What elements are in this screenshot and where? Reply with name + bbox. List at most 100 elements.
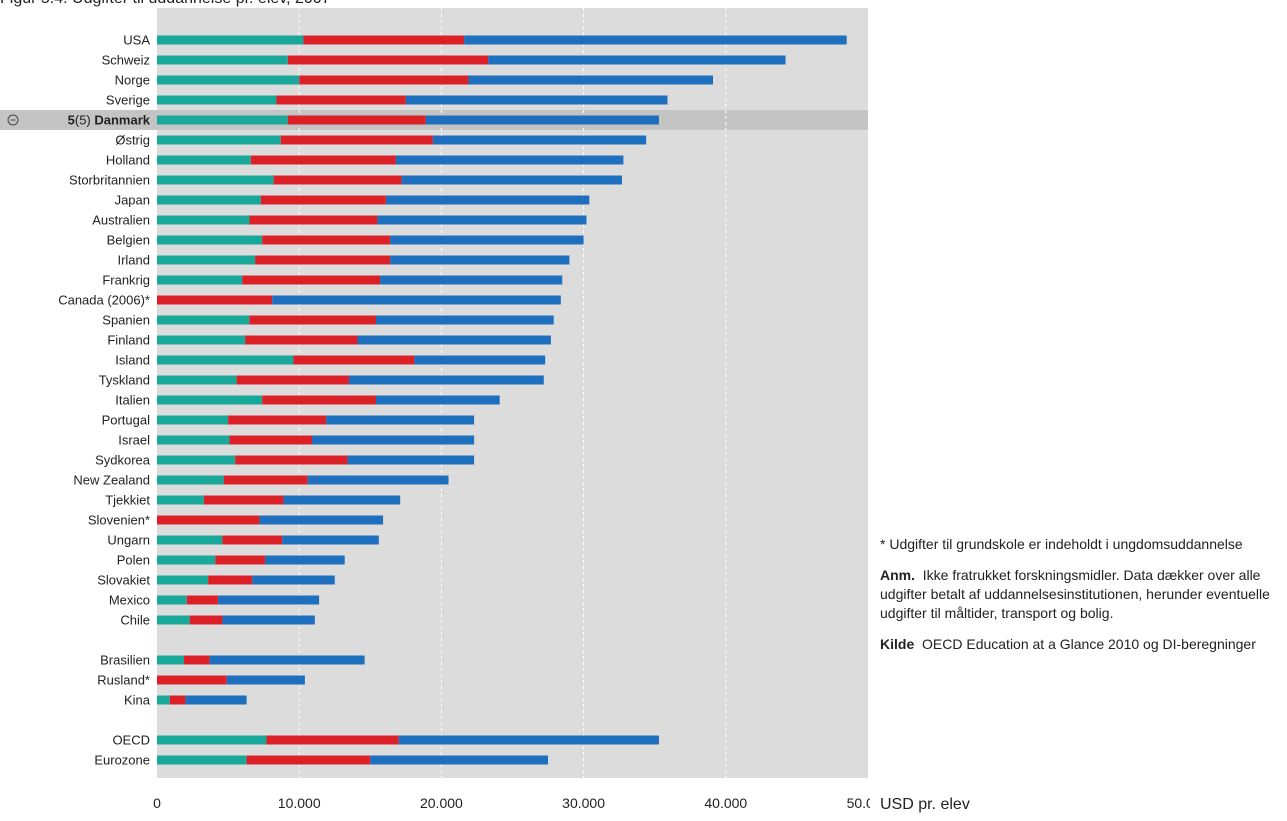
category-label-18: Italien: [115, 393, 150, 408]
bar-11-seg-0: [157, 255, 256, 265]
category-label-3: Sverige: [106, 93, 150, 108]
bar-25-seg-0: [157, 535, 223, 545]
category-label-4: 5(5) Danmark: [68, 113, 151, 128]
bar-17-seg-0: [157, 375, 237, 385]
bar-15-seg-2: [357, 335, 551, 345]
bar-22-seg-2: [307, 475, 449, 485]
kilde-text: OECD Education at a Glance 2010 og DI-be…: [922, 636, 1256, 652]
category-label-5: Østrig: [115, 133, 150, 148]
x-tick-label-4: 40.000: [704, 795, 747, 811]
bar-11-seg-2: [390, 255, 570, 265]
bar-5-seg-2: [432, 135, 647, 145]
bar-33-seg-0: [157, 735, 267, 745]
bar-1-seg-0: [157, 55, 288, 65]
bar-28-seg-1: [186, 595, 219, 605]
bar-25-seg-1: [222, 535, 283, 545]
bar-25-seg-2: [282, 535, 379, 545]
rank-unchanged-icon: [7, 114, 19, 126]
category-label-7: Storbritannien: [69, 173, 150, 188]
category-label-31: Rusland*: [97, 673, 150, 688]
bar-2-seg-1: [299, 75, 469, 85]
bar-21-seg-1: [235, 455, 348, 465]
category-label-32: Kina: [124, 693, 151, 708]
bar-5-seg-1: [280, 135, 433, 145]
bar-22-seg-1: [223, 475, 308, 485]
bar-28-seg-0: [157, 595, 187, 605]
bar-33-seg-2: [398, 735, 659, 745]
anm-text: Ikke fratrukket forskningsmidler. Data d…: [880, 567, 1270, 621]
category-label-20: Israel: [118, 433, 150, 448]
category-label-9: Australien: [92, 213, 150, 228]
bar-21-seg-2: [347, 455, 475, 465]
category-label-19: Portugal: [102, 413, 151, 428]
bar-27-seg-2: [252, 575, 335, 585]
bar-3-seg-1: [276, 95, 406, 105]
bar-18-seg-1: [262, 395, 376, 405]
bar-18-seg-2: [375, 395, 500, 405]
bar-2-seg-2: [468, 75, 714, 85]
category-label-13: Canada (2006)*: [58, 293, 150, 308]
bar-9-seg-1: [249, 215, 378, 225]
bar-3-seg-0: [157, 95, 277, 105]
bar-32-seg-1: [169, 695, 186, 705]
bar-16-seg-0: [157, 355, 294, 365]
bar-22-seg-0: [157, 475, 224, 485]
bar-0-seg-2: [464, 35, 847, 45]
bar-27-seg-0: [157, 575, 209, 585]
category-label-24: Slovenien*: [88, 513, 150, 528]
bar-10-seg-1: [262, 235, 391, 245]
bar-4-seg-1: [287, 115, 426, 125]
source-note: Kilde OECD Education at a Glance 2010 og…: [880, 635, 1280, 654]
bar-31-seg-2: [226, 675, 305, 685]
bar-21-seg-0: [157, 455, 236, 465]
x-tick-label-5: 50.000: [847, 795, 870, 811]
category-label-23: Tjekkiet: [105, 493, 150, 508]
bar-14-seg-2: [375, 315, 554, 325]
bar-9-seg-0: [157, 215, 250, 225]
category-label-28: Mexico: [109, 593, 150, 608]
bar-7-seg-0: [157, 175, 274, 185]
bar-29-seg-0: [157, 615, 190, 625]
category-label-16: Island: [115, 353, 150, 368]
category-label-8: Japan: [115, 193, 150, 208]
bar-0-seg-1: [303, 35, 465, 45]
bar-29-seg-2: [222, 615, 315, 625]
bar-14-seg-1: [249, 315, 376, 325]
stacked-bar-chart: USA Schweiz Norge Sverige 5(5) Danmark Østrig…: [0, 8, 870, 811]
bar-20-seg-0: [157, 435, 230, 445]
category-label-21: Sydkorea: [95, 453, 151, 468]
x-tick-label-2: 20.000: [420, 795, 463, 811]
bar-32-seg-2: [185, 695, 247, 705]
figure-title: Figur 5.4: Udgifter til uddannelse pr. e…: [0, 0, 331, 8]
bar-13-seg-1: [157, 295, 273, 305]
category-label-11: Irland: [117, 253, 150, 268]
bar-1-seg-1: [287, 55, 489, 65]
bar-27-seg-1: [208, 575, 253, 585]
category-label-29: Chile: [120, 613, 150, 628]
bar-8-seg-2: [385, 195, 590, 205]
bar-11-seg-1: [255, 255, 391, 265]
bar-4-seg-2: [425, 115, 659, 125]
category-label-10: Belgien: [107, 233, 150, 248]
bar-33-seg-1: [266, 735, 399, 745]
bar-31-seg-1: [157, 675, 227, 685]
category-label-25: Ungarn: [107, 533, 150, 548]
bar-6-seg-2: [395, 155, 624, 165]
bar-4-seg-0: [157, 115, 288, 125]
bar-29-seg-1: [189, 615, 223, 625]
bar-28-seg-2: [218, 595, 320, 605]
bar-26-seg-2: [265, 555, 345, 565]
bar-16-seg-1: [293, 355, 415, 365]
x-tick-label-3: 30.000: [562, 795, 605, 811]
bar-6-seg-1: [250, 155, 396, 165]
category-label-30: Brasilien: [100, 653, 150, 668]
bar-18-seg-0: [157, 395, 263, 405]
bar-32-seg-0: [157, 695, 170, 705]
footnote: * Udgifter til grundskole er indeholdt i…: [880, 536, 1243, 552]
category-label-17: Tyskland: [99, 373, 150, 388]
bar-17-seg-2: [348, 375, 544, 385]
x-tick-label-1: 10.000: [278, 795, 321, 811]
category-label-14: Spanien: [102, 313, 150, 328]
bar-24-seg-2: [259, 515, 384, 525]
category-label-27: Slovakiet: [97, 573, 150, 588]
